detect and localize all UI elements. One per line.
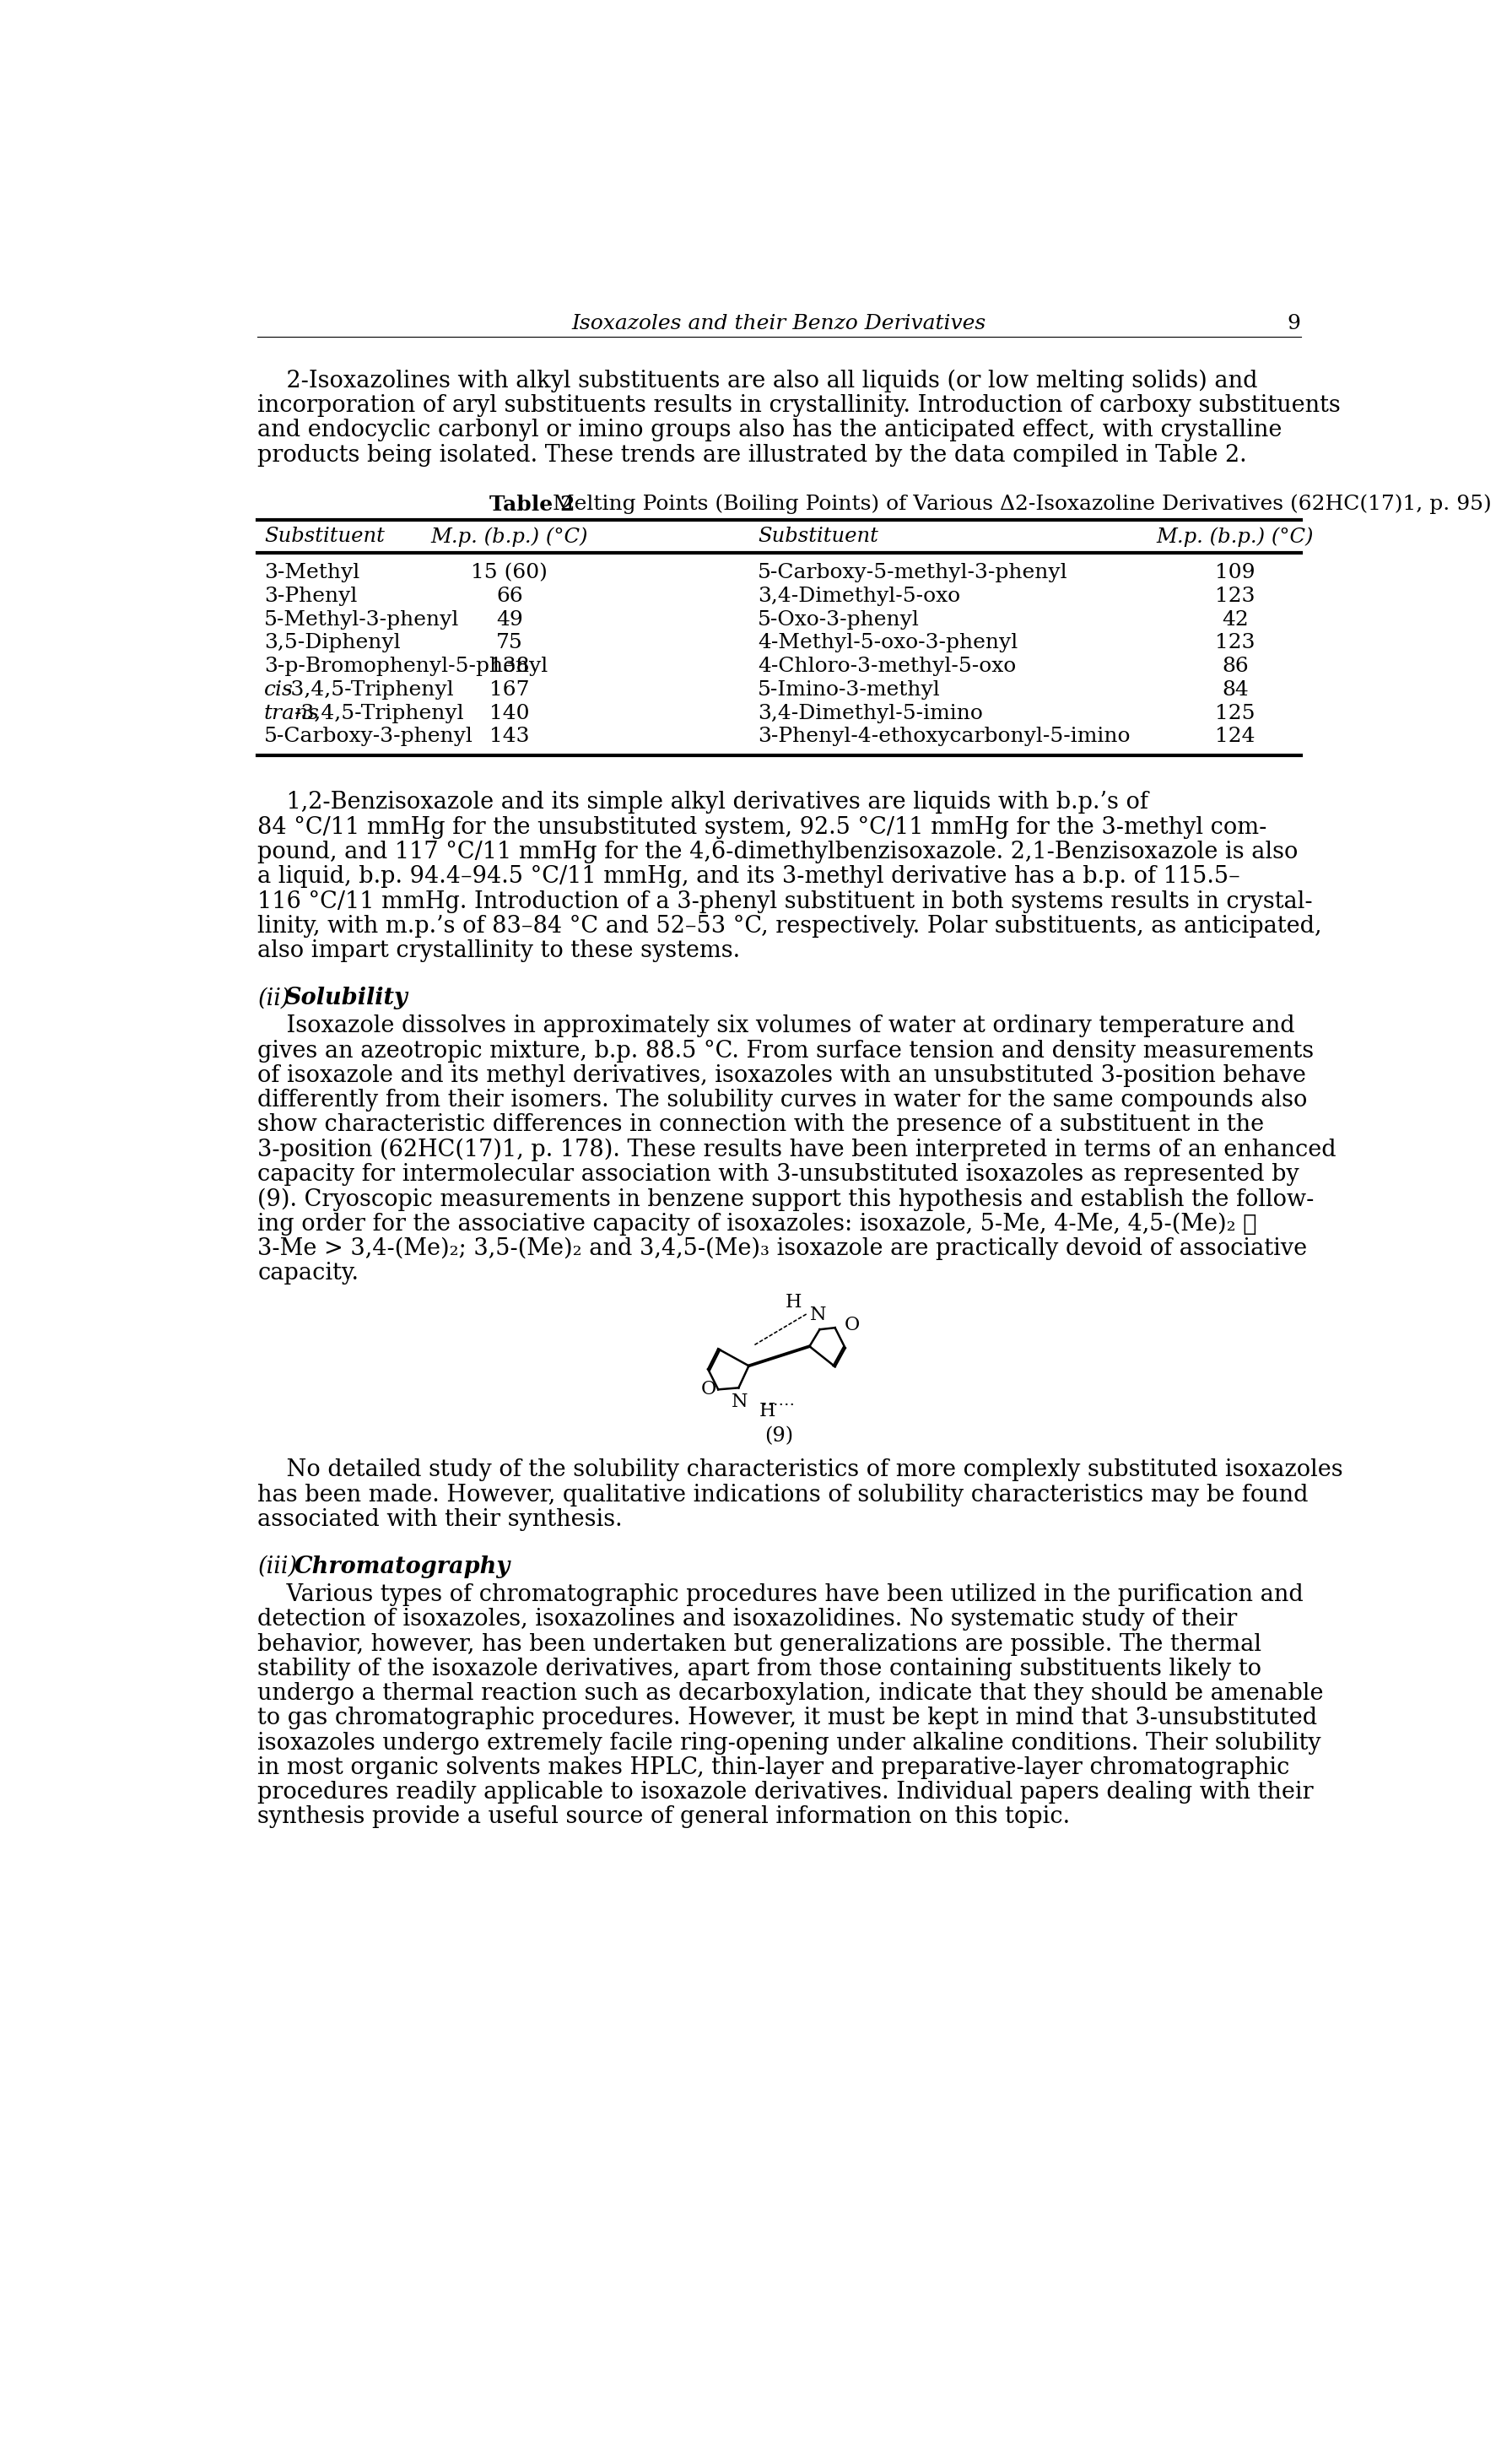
Text: differently from their isomers. The solubility curves in water for the same comp: differently from their isomers. The solu… — [257, 1088, 1308, 1113]
Text: 1,2-Benzisoxazole and its simple alkyl derivatives are liquids with b.p.’s of: 1,2-Benzisoxazole and its simple alkyl d… — [257, 791, 1149, 813]
Text: ing order for the associative capacity of isoxazoles: isoxazole, 5-Me, 4-Me, 4,5: ing order for the associative capacity o… — [257, 1213, 1256, 1235]
Text: 75: 75 — [496, 634, 523, 653]
Text: detection of isoxazoles, isoxazolines and isoxazolidines. No systematic study of: detection of isoxazoles, isoxazolines an… — [257, 1609, 1237, 1631]
Text: 3-p-Bromophenyl-5-phenyl: 3-p-Bromophenyl-5-phenyl — [265, 656, 547, 675]
Text: 3-Me > 3,4-(Me)₂; 3,5-(Me)₂ and 3,4,5-(Me)₃ isoxazole are practically devoid of : 3-Me > 3,4-(Me)₂; 3,5-(Me)₂ and 3,4,5-(M… — [257, 1238, 1308, 1260]
Text: 3,5-Diphenyl: 3,5-Diphenyl — [265, 634, 401, 653]
Text: No detailed study of the solubility characteristics of more complexly substitute: No detailed study of the solubility char… — [257, 1459, 1343, 1481]
Text: 125: 125 — [1216, 702, 1255, 722]
Text: O: O — [702, 1380, 717, 1400]
Text: Table 2: Table 2 — [490, 494, 575, 513]
Text: N: N — [810, 1307, 827, 1324]
Text: H: H — [759, 1402, 776, 1420]
Text: M.p. (b.p.) (°C): M.p. (b.p.) (°C) — [1157, 526, 1314, 548]
Text: and endocyclic carbonyl or imino groups also has the anticipated effect, with cr: and endocyclic carbonyl or imino groups … — [257, 420, 1282, 442]
Text: also impart crystallinity to these systems.: also impart crystallinity to these syste… — [257, 938, 741, 963]
Text: 49: 49 — [496, 609, 523, 629]
Text: Substituent: Substituent — [758, 526, 878, 545]
Text: 3-position (62HC(17)1, p. 178). These results have been interpreted in terms of : 3-position (62HC(17)1, p. 178). These re… — [257, 1137, 1337, 1162]
Text: 9: 9 — [1287, 314, 1300, 334]
Text: 84: 84 — [1222, 680, 1249, 700]
Text: (9): (9) — [765, 1427, 794, 1447]
Text: linity, with m.p.’s of 83–84 °C and 52–53 °C, respectively. Polar substituents, : linity, with m.p.’s of 83–84 °C and 52–5… — [257, 914, 1321, 938]
Text: 3,4-Dimethyl-5-oxo: 3,4-Dimethyl-5-oxo — [758, 587, 960, 607]
Text: Melting Points (Boiling Points) of Various Δ2-Isoxazoline Derivatives (62HC(17)1: Melting Points (Boiling Points) of Vario… — [540, 494, 1491, 513]
Text: isoxazoles undergo extremely facile ring-opening under alkaline conditions. Thei: isoxazoles undergo extremely facile ring… — [257, 1731, 1321, 1754]
Text: 3-Phenyl-4-ethoxycarbonyl-5-imino: 3-Phenyl-4-ethoxycarbonyl-5-imino — [758, 727, 1131, 747]
Text: (ii): (ii) — [257, 987, 290, 1009]
Text: 3-Phenyl: 3-Phenyl — [265, 587, 357, 607]
Text: incorporation of aryl substituents results in crystallinity. Introduction of car: incorporation of aryl substituents resul… — [257, 393, 1341, 418]
Text: N: N — [732, 1393, 748, 1412]
Text: Substituent: Substituent — [265, 526, 384, 545]
Text: has been made. However, qualitative indications of solubility characteristics ma: has been made. However, qualitative indi… — [257, 1483, 1308, 1506]
Text: H: H — [785, 1292, 801, 1312]
Text: capacity.: capacity. — [257, 1262, 358, 1284]
Text: M.p. (b.p.) (°C): M.p. (b.p.) (°C) — [431, 526, 588, 548]
Text: capacity for intermolecular association with 3-unsubstituted isoxazoles as repre: capacity for intermolecular association … — [257, 1164, 1299, 1186]
Text: synthesis provide a useful source of general information on this topic.: synthesis provide a useful source of gen… — [257, 1805, 1070, 1827]
Text: 123: 123 — [1216, 587, 1255, 607]
Text: 5-Carboxy-5-methyl-3-phenyl: 5-Carboxy-5-methyl-3-phenyl — [758, 562, 1067, 582]
Text: Isoxazole dissolves in approximately six volumes of water at ordinary temperatur: Isoxazole dissolves in approximately six… — [257, 1014, 1296, 1036]
Text: gives an azeotropic mixture, b.p. 88.5 °C. From surface tension and density meas: gives an azeotropic mixture, b.p. 88.5 °… — [257, 1039, 1314, 1063]
Text: 167: 167 — [490, 680, 529, 700]
Text: 42: 42 — [1222, 609, 1249, 629]
Text: Various types of chromatographic procedures have been utilized in the purificati: Various types of chromatographic procedu… — [257, 1584, 1303, 1606]
Text: of isoxazole and its methyl derivatives, isoxazoles with an unsubstituted 3-posi: of isoxazole and its methyl derivatives,… — [257, 1063, 1306, 1088]
Text: a liquid, b.p. 94.4–94.5 °C/11 mmHg, and its 3-methyl derivative has a b.p. of 1: a liquid, b.p. 94.4–94.5 °C/11 mmHg, and… — [257, 865, 1240, 889]
Text: 15 (60): 15 (60) — [472, 562, 547, 582]
Text: 3,4-Dimethyl-5-imino: 3,4-Dimethyl-5-imino — [758, 702, 983, 722]
Text: 5-Imino-3-methyl: 5-Imino-3-methyl — [758, 680, 940, 700]
Text: trans: trans — [265, 702, 319, 722]
Text: (iii): (iii) — [257, 1555, 298, 1579]
Text: ……: …… — [762, 1393, 794, 1407]
Text: associated with their synthesis.: associated with their synthesis. — [257, 1508, 623, 1530]
Text: 140: 140 — [490, 702, 529, 722]
Text: stability of the isoxazole derivatives, apart from those containing substituents: stability of the isoxazole derivatives, … — [257, 1658, 1261, 1680]
Text: 109: 109 — [1216, 562, 1255, 582]
Text: (9). Cryoscopic measurements in benzene support this hypothesis and establish th: (9). Cryoscopic measurements in benzene … — [257, 1189, 1314, 1211]
Text: 124: 124 — [1216, 727, 1255, 747]
Text: O: O — [844, 1316, 859, 1334]
Text: 5-Methyl-3-phenyl: 5-Methyl-3-phenyl — [265, 609, 460, 629]
Text: 5-Oxo-3-phenyl: 5-Oxo-3-phenyl — [758, 609, 919, 629]
Text: 143: 143 — [490, 727, 529, 747]
Text: behavior, however, has been undertaken but generalizations are possible. The the: behavior, however, has been undertaken b… — [257, 1633, 1261, 1655]
Text: Chromatography: Chromatography — [295, 1555, 511, 1579]
Text: 4-Methyl-5-oxo-3-phenyl: 4-Methyl-5-oxo-3-phenyl — [758, 634, 1018, 653]
Text: 84 °C/11 mmHg for the unsubstituted system, 92.5 °C/11 mmHg for the 3-methyl com: 84 °C/11 mmHg for the unsubstituted syst… — [257, 815, 1267, 840]
Text: cis: cis — [265, 680, 293, 700]
Text: undergo a thermal reaction such as decarboxylation, indicate that they should be: undergo a thermal reaction such as decar… — [257, 1682, 1323, 1704]
Text: 116 °C/11 mmHg. Introduction of a 3-phenyl substituent in both systems results i: 116 °C/11 mmHg. Introduction of a 3-phen… — [257, 889, 1312, 914]
Text: 66: 66 — [496, 587, 523, 607]
Text: procedures readily applicable to isoxazole derivatives. Individual papers dealin: procedures readily applicable to isoxazo… — [257, 1781, 1314, 1803]
Text: Isoxazoles and their Benzo Derivatives: Isoxazoles and their Benzo Derivatives — [572, 314, 986, 334]
Text: show characteristic differences in connection with the presence of a substituent: show characteristic differences in conne… — [257, 1113, 1264, 1137]
Text: products being isolated. These trends are illustrated by the data compiled in Ta: products being isolated. These trends ar… — [257, 445, 1247, 467]
Text: 86: 86 — [1222, 656, 1249, 675]
Text: -3,4,5-Triphenyl: -3,4,5-Triphenyl — [295, 702, 464, 722]
Text: -3,4,5-Triphenyl: -3,4,5-Triphenyl — [284, 680, 454, 700]
Text: 138: 138 — [490, 656, 529, 675]
Text: 3-Methyl: 3-Methyl — [265, 562, 360, 582]
Text: pound, and 117 °C/11 mmHg for the 4,6-dimethylbenzisoxazole. 2,1-Benzisoxazole i: pound, and 117 °C/11 mmHg for the 4,6-di… — [257, 840, 1299, 865]
Text: 2-Isoxazolines with alkyl substituents are also all liquids (or low melting soli: 2-Isoxazolines with alkyl substituents a… — [257, 368, 1258, 393]
Text: to gas chromatographic procedures. However, it must be kept in mind that 3-unsub: to gas chromatographic procedures. Howev… — [257, 1707, 1317, 1729]
Text: in most organic solvents makes HPLC, thin-layer and preparative-layer chromatogr: in most organic solvents makes HPLC, thi… — [257, 1756, 1290, 1778]
Text: 5-Carboxy-3-phenyl: 5-Carboxy-3-phenyl — [265, 727, 473, 747]
Text: 4-Chloro-3-methyl-5-oxo: 4-Chloro-3-methyl-5-oxo — [758, 656, 1016, 675]
Text: Solubility: Solubility — [286, 987, 408, 1009]
Text: 123: 123 — [1216, 634, 1255, 653]
